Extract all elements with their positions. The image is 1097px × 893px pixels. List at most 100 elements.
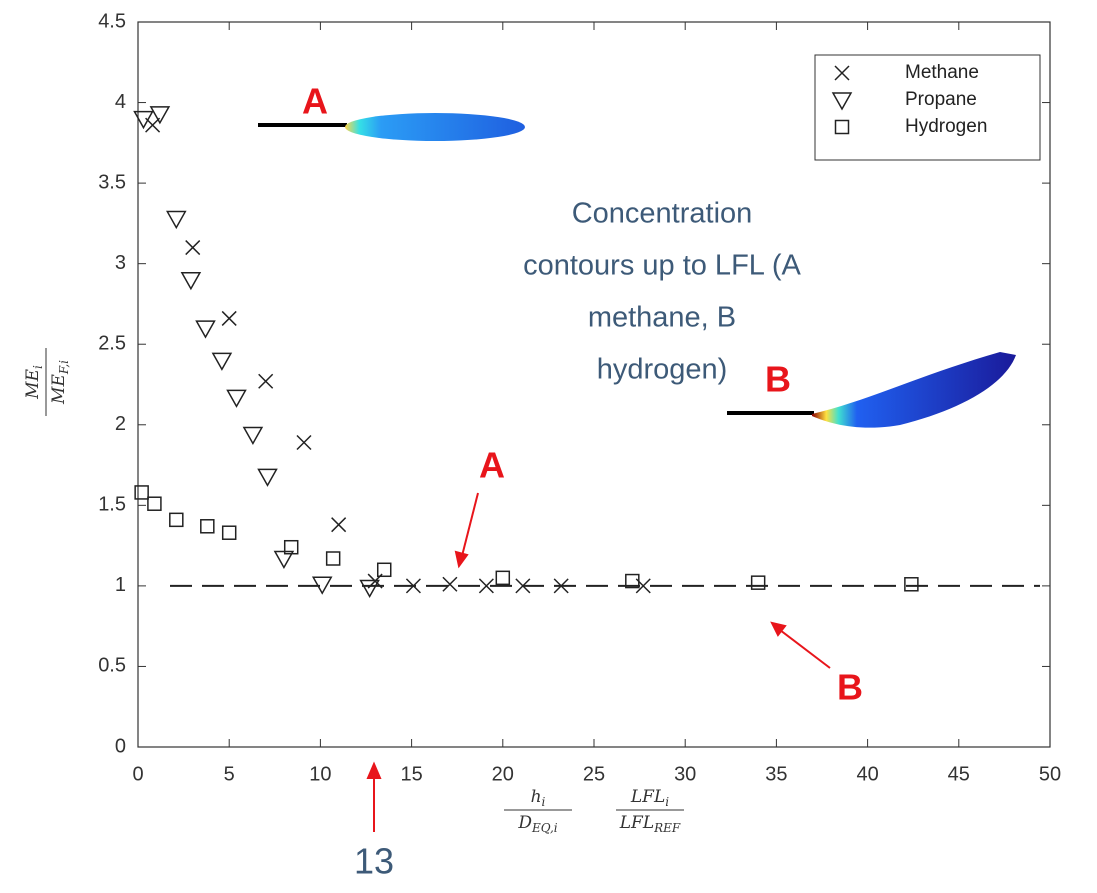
marker-x bbox=[553, 578, 569, 594]
marker-v bbox=[180, 272, 202, 291]
x-tick-label: 35 bbox=[765, 763, 787, 785]
legend-marker bbox=[831, 92, 853, 111]
label-part: EQ,i bbox=[531, 821, 558, 835]
marker-v bbox=[359, 579, 380, 599]
legend-label: Methane bbox=[905, 62, 979, 83]
marker-x bbox=[478, 578, 494, 594]
marker-s bbox=[750, 575, 766, 590]
marker-shape bbox=[331, 517, 347, 533]
annotation-line: hydrogen) bbox=[597, 354, 728, 386]
x-tick-label: 25 bbox=[583, 763, 605, 785]
y-tick-label: 0.5 bbox=[98, 655, 126, 677]
marker-s bbox=[169, 512, 184, 528]
marker-s bbox=[283, 539, 299, 555]
annotation-line: methane, B bbox=[588, 302, 736, 334]
marker-v bbox=[242, 426, 264, 445]
y-tick-label: 4 bbox=[115, 91, 126, 113]
arrows bbox=[366, 492, 831, 832]
marker-s bbox=[904, 577, 919, 592]
marker-x bbox=[185, 240, 201, 256]
x-tick-label: 0 bbox=[132, 763, 143, 785]
y-tick-label: 2.5 bbox=[98, 333, 126, 355]
marker-x bbox=[442, 576, 458, 592]
marker-v bbox=[226, 389, 247, 408]
marker-v bbox=[273, 550, 295, 570]
marker-x bbox=[405, 578, 421, 594]
y-tick-label: 1.5 bbox=[98, 494, 126, 516]
x-tick-label: 50 bbox=[1039, 763, 1061, 785]
label-part: D bbox=[517, 813, 532, 833]
x-tick-label: 10 bbox=[309, 763, 331, 785]
y-axis-label-denominator: MEF,i bbox=[49, 360, 71, 405]
x-tick-label: 20 bbox=[492, 763, 514, 785]
marker-v bbox=[257, 468, 278, 487]
arrow-label: B bbox=[837, 667, 863, 708]
annotation-line: contours up to LFL (A bbox=[523, 250, 801, 282]
marker-s bbox=[495, 570, 511, 586]
legend-marker bbox=[834, 119, 850, 135]
marker-shape bbox=[258, 373, 274, 389]
label-part: i bbox=[542, 795, 546, 809]
marker-shape bbox=[553, 578, 569, 594]
marker-x bbox=[258, 373, 274, 389]
label-part: h bbox=[531, 787, 542, 807]
marker-v bbox=[195, 320, 216, 339]
marker-v bbox=[133, 110, 154, 130]
marker-s bbox=[325, 551, 341, 566]
marker-s bbox=[134, 485, 149, 500]
x-tick-label: 40 bbox=[856, 763, 878, 785]
label-part: LFL bbox=[630, 787, 665, 807]
marker-s bbox=[376, 562, 392, 578]
x-axis-label-denominator: DEQ,i bbox=[517, 813, 557, 835]
label-part: ME bbox=[49, 374, 69, 405]
marker-v bbox=[149, 106, 171, 125]
arrow-label: 13 bbox=[354, 841, 394, 882]
marker-shape bbox=[405, 578, 421, 594]
label-part: ME bbox=[23, 368, 43, 399]
x-axis-label-numerator: hi bbox=[531, 787, 546, 809]
marker-v bbox=[311, 576, 333, 595]
marker-s bbox=[221, 525, 237, 540]
x-axis-label-numerator: LFLi bbox=[630, 787, 669, 809]
annotation-line: Concentration bbox=[572, 198, 753, 230]
marker-shape bbox=[515, 578, 531, 594]
y-axis-label-numerator: MEi bbox=[23, 365, 45, 400]
marker-x bbox=[331, 517, 347, 533]
marker-shape bbox=[221, 310, 237, 326]
legend-label: Propane bbox=[905, 89, 977, 110]
arrow-label: A bbox=[479, 445, 505, 486]
marker-v bbox=[166, 210, 187, 230]
label-part: F,i bbox=[57, 360, 71, 375]
label-part: i bbox=[665, 795, 669, 809]
y-tick-label: 2 bbox=[115, 413, 126, 435]
label-part: LFL bbox=[619, 813, 654, 833]
y-tick-label: 3.5 bbox=[98, 171, 126, 193]
marker-v bbox=[211, 352, 233, 371]
marker-shape bbox=[478, 578, 494, 594]
x-tick-label: 15 bbox=[400, 763, 422, 785]
flame-contour bbox=[345, 113, 525, 141]
y-tick-label: 4.5 bbox=[98, 10, 126, 32]
legend-box bbox=[814, 54, 1041, 161]
marker-shape bbox=[185, 240, 201, 256]
marker-x bbox=[515, 578, 531, 594]
legend-label: Hydrogen bbox=[905, 116, 987, 137]
x-tick-label: 45 bbox=[948, 763, 970, 785]
y-tick-label: 3 bbox=[115, 252, 126, 274]
legend-marker bbox=[834, 65, 850, 81]
marker-s bbox=[625, 573, 640, 589]
flame-label: B bbox=[765, 359, 791, 400]
marker-shape bbox=[296, 434, 312, 451]
annotation: Concentration contours up to LFL (A methan… bbox=[523, 198, 801, 386]
marker-s bbox=[147, 496, 162, 511]
x-tick-label: 5 bbox=[224, 763, 235, 785]
x-axis-label-denominator: LFLREF bbox=[619, 813, 681, 835]
marker-shape bbox=[442, 576, 458, 592]
flame-contour bbox=[812, 352, 1016, 428]
marker-s bbox=[200, 519, 215, 534]
flame-label: A bbox=[302, 81, 328, 122]
